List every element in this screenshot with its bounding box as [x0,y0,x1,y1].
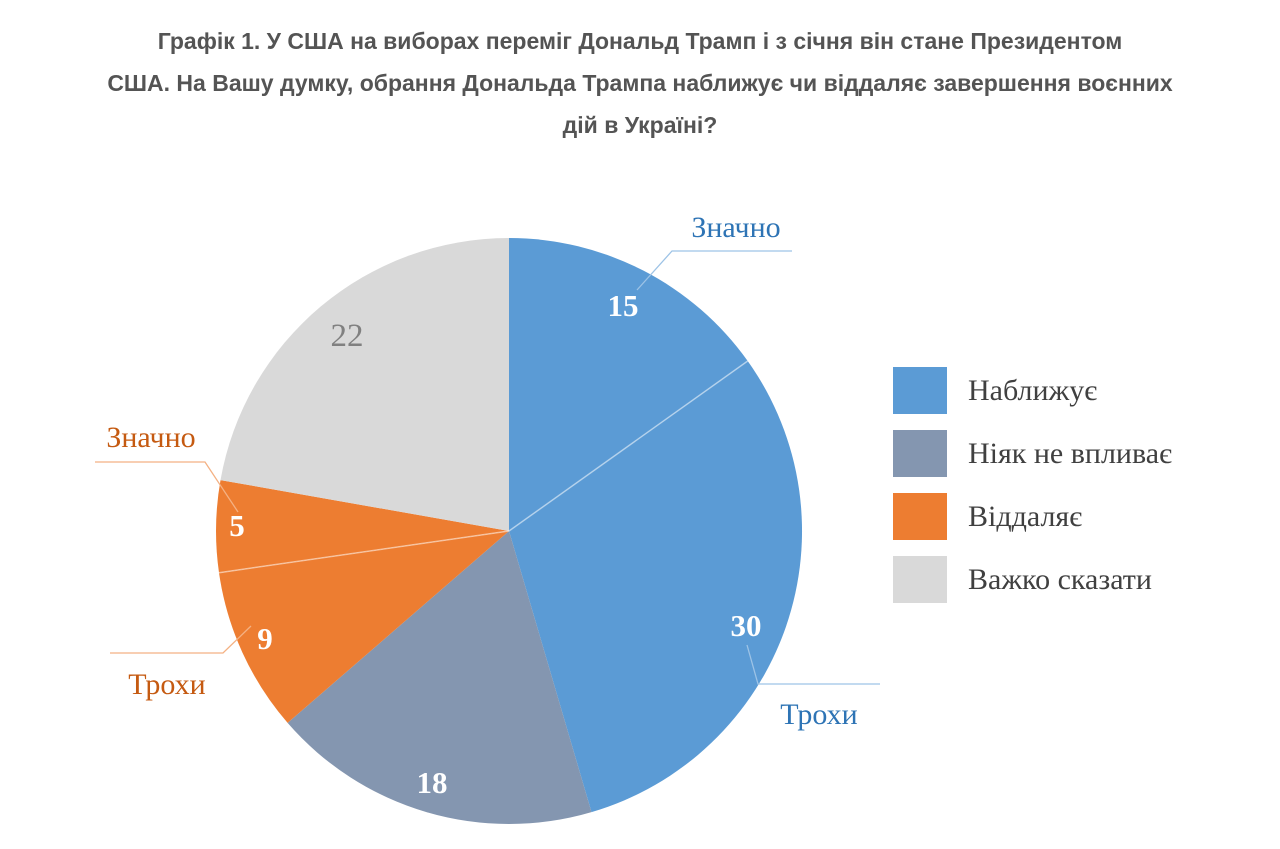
value-label-9: 9 [257,621,273,656]
slice-no-effect [287,531,592,824]
slice-distances-slightly [219,531,509,723]
legend-swatch-approaches [893,367,947,414]
chart-title: Графік 1. У США на виборах переміг Донал… [40,20,1240,146]
leader-line-right-slightly [746,644,880,685]
legend-label-distances: Віддаляє [968,499,1083,533]
value-labels: 15 30 18 9 5 22 [229,288,761,800]
legend-label-no-effect: Ніяк не впливає [968,436,1172,470]
legend-item-approaches: Наближує [893,367,1172,414]
callout-leaders [95,250,880,685]
legend-label-approaches: Наближує [968,373,1098,407]
pie-slices [216,237,803,824]
legend-label-hard-to-say: Важко сказати [968,562,1152,596]
chart-legend: Наближує Ніяк не впливає Віддаляє Важко … [893,367,1172,619]
callout-label-significantly-right: Значно [691,211,780,244]
value-label-30: 30 [731,608,762,643]
callout-label-slightly-right: Трохи [780,698,858,731]
slice-approaches-slightly [509,361,803,813]
legend-swatch-distances [893,493,947,540]
chart-title-line-3: дій в Україні? [562,112,718,138]
callout-label-significantly-left: Значно [106,421,195,454]
chart-title-line-1: Графік 1. У США на виборах переміг Донал… [157,28,1123,54]
slice-hard-to-say [220,238,509,531]
legend-item-no-effect: Ніяк не впливає [893,430,1172,477]
leader-line-left-significantly [95,461,239,513]
slice-distances-significantly [216,480,509,573]
value-label-18: 18 [417,765,448,800]
divider-blue-sub-slices [508,360,749,532]
callout-label-slightly-left: Трохи [128,668,206,701]
legend-swatch-no-effect [893,430,947,477]
legend-item-distances: Віддаляє [893,493,1172,540]
divider-orange-sub-slices [218,530,510,574]
leader-line-left-slightly [110,625,252,654]
leader-line-right-significantly [636,250,792,291]
value-label-15: 15 [608,288,639,323]
slice-approaches-significantly [509,237,748,531]
value-label-5: 5 [229,508,245,543]
chart-title-line-2: США. На Вашу думку, обрання Дональда Тра… [107,70,1173,96]
legend-item-hard-to-say: Важко сказати [893,556,1172,603]
legend-swatch-hard-to-say [893,556,947,603]
value-label-22: 22 [331,318,364,354]
callout-labels: Значно Трохи Значно Трохи [106,211,857,731]
